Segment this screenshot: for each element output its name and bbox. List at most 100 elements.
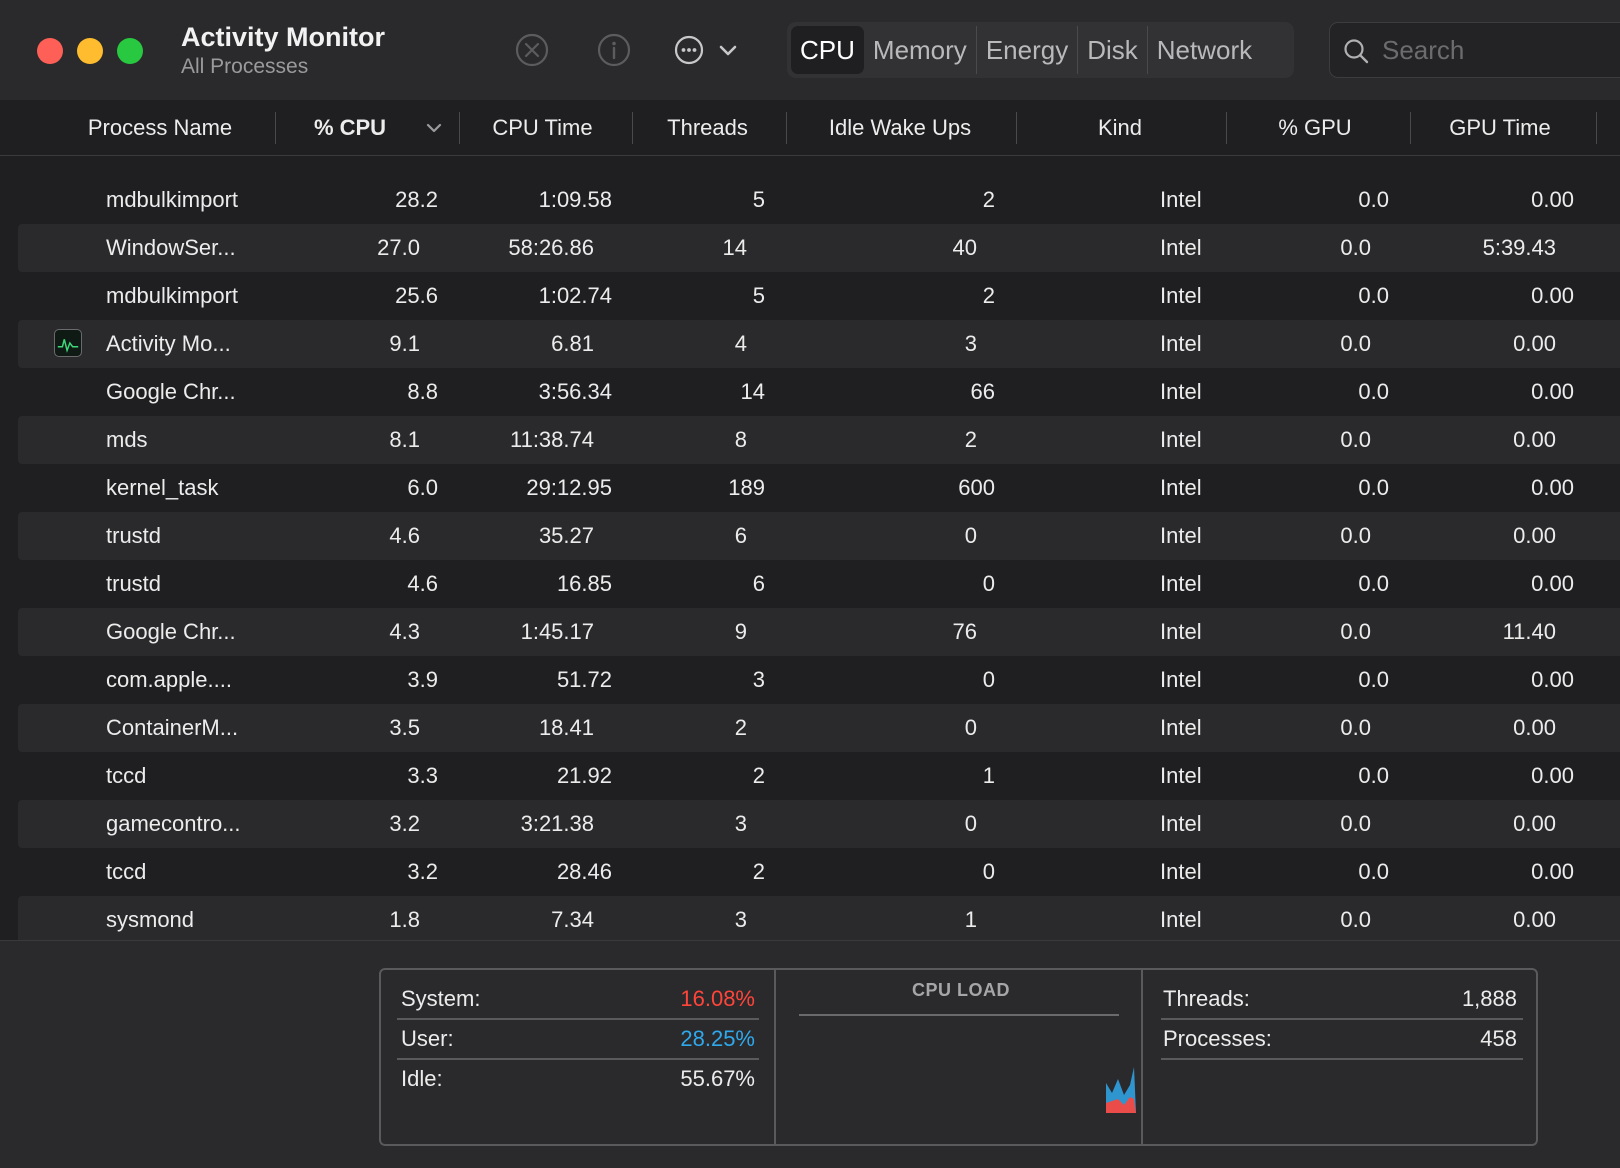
column-divider[interactable] <box>1410 112 1411 144</box>
cell-gpu-time: 0.00 <box>1531 667 1574 692</box>
cell-gpu-percent: 0.0 <box>1358 283 1389 308</box>
cell-cpu-time: 1:09.58 <box>538 187 612 212</box>
cell-idle-wake-ups: 76 <box>952 619 977 644</box>
cell-kind: Intel <box>1160 619 1202 644</box>
processes-label: Processes: <box>1163 1026 1272 1051</box>
table-row[interactable]: sysmond 1.8 7.34 3 1 Intel 0.0 0.00 <box>18 896 1620 944</box>
table-row[interactable]: tccd 3.3 21.92 2 1 Intel 0.0 0.00 <box>0 752 1620 800</box>
cell-threads: 14 <box>740 379 765 404</box>
cell-idle-wake-ups: 0 <box>982 859 995 884</box>
cpu-summary-panel: System: 16.08% User: 28.25% Idle: 55.67%… <box>379 968 1538 1146</box>
cell-threads: 2 <box>752 859 765 884</box>
cell-threads: 9 <box>734 619 747 644</box>
cell-kind: Intel <box>1160 331 1202 356</box>
tab-network[interactable]: Network <box>1156 34 1253 65</box>
zoom-window-button[interactable] <box>117 38 143 64</box>
column-divider[interactable] <box>1226 112 1227 144</box>
cell-threads: 2 <box>752 763 765 788</box>
tab-disk[interactable]: Disk <box>1078 26 1148 74</box>
cell-idle-wake-ups: 1 <box>982 763 995 788</box>
cell-gpu-percent: 0.0 <box>1340 907 1371 932</box>
user-value: 28.25% <box>680 1026 755 1051</box>
cell-cpu-percent: 3.9 <box>407 667 438 692</box>
cell-process-name: Google Chr... <box>106 379 236 404</box>
col-process-name[interactable]: Process Name <box>87 115 233 140</box>
cell-gpu-percent: 0.0 <box>1358 571 1389 596</box>
cell-process-name: tccd <box>106 859 147 884</box>
tab-memory[interactable]: Memory <box>864 26 977 74</box>
cell-process-name: Google Chr... <box>106 619 236 644</box>
table-row[interactable]: com.apple.... 3.9 51.72 3 0 Intel 0.0 0.00 <box>0 656 1620 704</box>
more-actions-icon[interactable] <box>671 32 707 68</box>
cell-gpu-percent: 0.0 <box>1340 427 1371 452</box>
cell-gpu-percent: 0.0 <box>1340 715 1371 740</box>
user-label: User: <box>401 1026 454 1051</box>
cell-kind: Intel <box>1160 667 1202 692</box>
table-row[interactable]: Google Chr... 8.8 3:56.34 14 66 Intel 0.0 0.00 <box>0 368 1620 416</box>
cell-gpu-time: 0.00 <box>1531 475 1574 500</box>
table-row[interactable]: mdbulkimport 28.2 1:09.58 5 2 Intel 0.0 0.00 <box>0 176 1620 224</box>
cell-process-name: trustd <box>106 571 162 596</box>
cell-kind: Intel <box>1160 811 1202 836</box>
table-row[interactable]: WindowSer... 27.0 58:26.86 14 40 Intel 0.0 5:39… <box>18 224 1620 272</box>
cell-process-name: ContainerM... <box>106 715 239 740</box>
idle-label: Idle: <box>401 1066 443 1091</box>
minimize-window-button[interactable] <box>77 38 103 64</box>
cell-kind: Intel <box>1160 523 1202 548</box>
table-row[interactable]: trustd 4.6 35.27 6 0 Intel 0.0 0.00 <box>18 512 1620 560</box>
panel-divider <box>1141 970 1143 1144</box>
chevron-down-icon[interactable] <box>717 38 739 62</box>
table-row[interactable]: gamecontro... 3.2 3:21.38 3 0 Intel 0.0 0.00 <box>18 800 1620 848</box>
table-row[interactable]: Activity Mo... 9.1 6.81 4 3 Intel 0.0 0.00 <box>18 320 1620 368</box>
cell-gpu-time: 11.40 <box>1502 619 1556 644</box>
stop-process-icon[interactable] <box>514 32 550 68</box>
col-gpu-percent[interactable]: % GPU <box>1278 115 1352 140</box>
cell-idle-wake-ups: 2 <box>982 283 995 308</box>
cell-idle-wake-ups: 0 <box>982 667 995 692</box>
cell-cpu-time: 3:21.38 <box>520 811 594 836</box>
tab-cpu[interactable]: CPU <box>791 26 864 74</box>
col-cpu-time[interactable]: CPU Time <box>492 115 593 140</box>
column-divider[interactable] <box>1016 112 1017 144</box>
table-row[interactable]: Google Chr... 4.3 1:45.17 9 76 Intel 0.0 11.40 <box>18 608 1620 656</box>
column-divider[interactable] <box>275 112 276 144</box>
cell-cpu-time: 18.41 <box>538 715 594 740</box>
cell-idle-wake-ups: 3 <box>964 331 977 356</box>
cell-gpu-time: 5:39.43 <box>1482 235 1556 260</box>
column-header: Process Name % CPU CPU Time Threads Idle… <box>0 100 1620 156</box>
col-cpu-percent[interactable]: % CPU <box>313 115 387 140</box>
column-divider[interactable] <box>459 112 460 144</box>
col-gpu-time[interactable]: GPU Time <box>1449 115 1551 140</box>
col-kind[interactable]: Kind <box>1097 115 1143 140</box>
tab-energy[interactable]: Energy <box>977 26 1079 74</box>
cell-gpu-percent: 0.0 <box>1358 859 1389 884</box>
info-icon[interactable] <box>596 32 632 68</box>
system-label: System: <box>401 986 481 1011</box>
table-row[interactable]: kernel_task 6.0 29:12.95 189 600 Intel 0.0 0.00 <box>0 464 1620 512</box>
cell-cpu-percent: 8.8 <box>407 379 438 404</box>
cell-gpu-percent: 0.0 <box>1340 619 1371 644</box>
cell-threads: 8 <box>734 427 747 452</box>
table-row[interactable]: mds 8.1 11:38.74 8 2 Intel 0.0 0.00 <box>18 416 1620 464</box>
column-divider[interactable] <box>632 112 633 144</box>
search-box <box>1329 22 1620 78</box>
table-row[interactable]: ContainerM... 3.5 18.41 2 0 Intel 0.0 0.00 <box>18 704 1620 752</box>
cell-cpu-percent: 1.8 <box>389 907 420 932</box>
col-threads[interactable]: Threads <box>667 115 748 140</box>
close-window-button[interactable] <box>37 38 63 64</box>
table-row[interactable]: tccd 3.2 28.46 2 0 Intel 0.0 0.00 <box>0 848 1620 896</box>
cell-idle-wake-ups: 0 <box>982 571 995 596</box>
column-divider[interactable] <box>1596 112 1597 144</box>
cell-process-name: mdbulkimport <box>106 283 239 308</box>
col-idle-wake-ups[interactable]: Idle Wake Ups <box>828 115 972 140</box>
cell-cpu-percent: 4.6 <box>407 571 438 596</box>
search-input[interactable] <box>1382 31 1612 69</box>
divider <box>1161 1018 1523 1020</box>
sort-descending-icon[interactable] <box>425 120 443 136</box>
table-row[interactable]: mdbulkimport 25.6 1:02.74 5 2 Intel 0.0 0.00 <box>0 272 1620 320</box>
cell-threads: 2 <box>734 715 747 740</box>
cell-gpu-percent: 0.0 <box>1358 187 1389 212</box>
column-divider[interactable] <box>786 112 787 144</box>
table-row[interactable]: trustd 4.6 16.85 6 0 Intel 0.0 0.00 <box>0 560 1620 608</box>
cell-idle-wake-ups: 2 <box>982 187 995 212</box>
